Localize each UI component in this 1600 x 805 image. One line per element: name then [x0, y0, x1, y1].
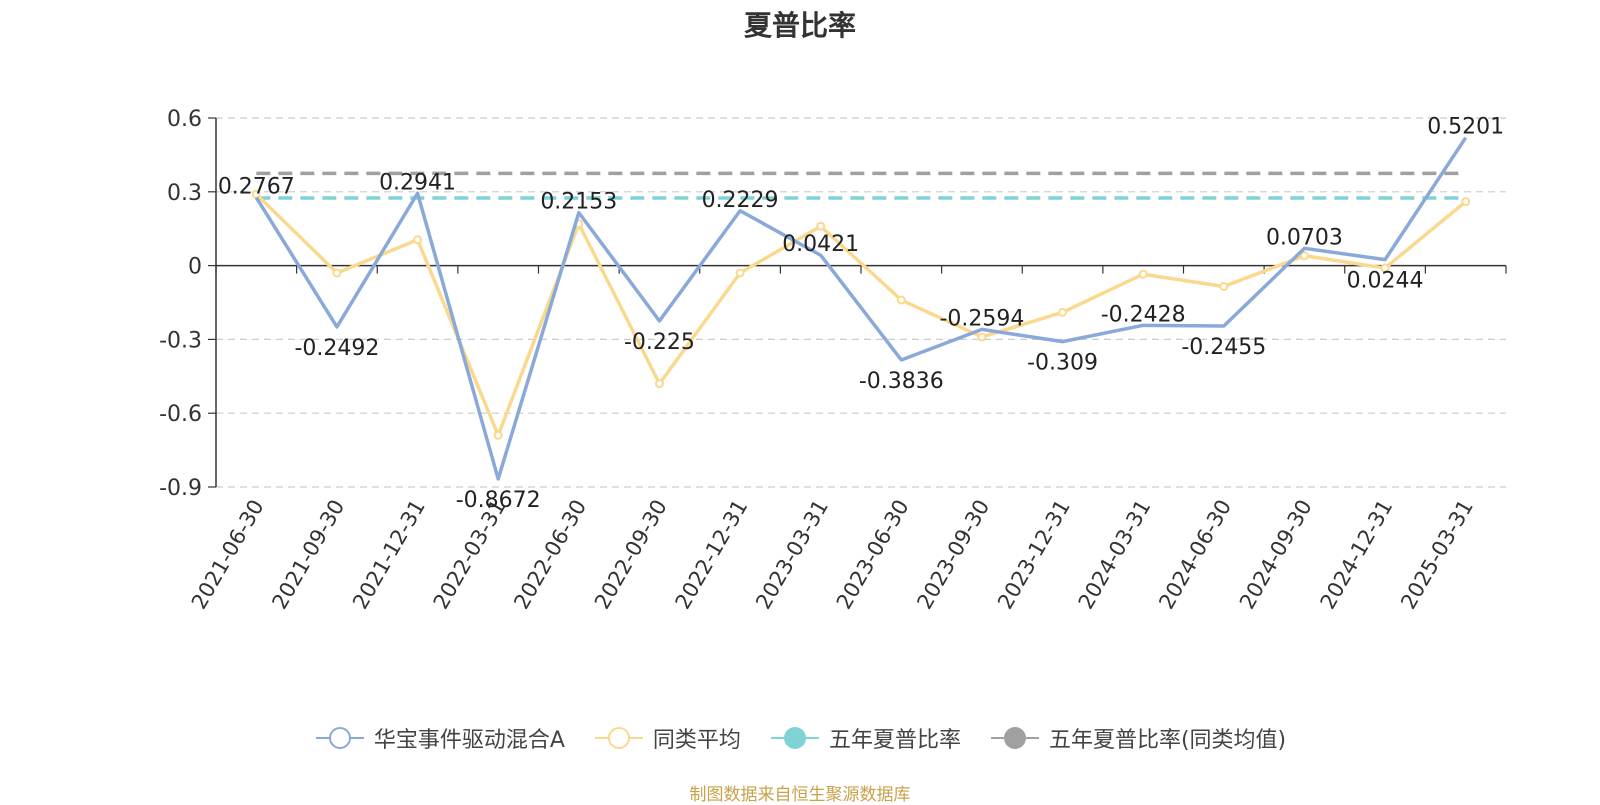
data-label: 0.0244 [1347, 269, 1424, 294]
data-label: 0.2229 [702, 188, 779, 213]
x-tick-label: 2021-09-30 [267, 496, 349, 614]
data-label: -0.309 [1027, 351, 1098, 376]
legend-item-five-year-sharpe-peer[interactable]: 五年夏普比率(同类均值) [989, 722, 1286, 754]
legend-item-fund[interactable]: 华宝事件驱动混合A [314, 722, 565, 754]
x-tick-label: 2024-03-31 [1074, 496, 1156, 614]
peer-average-point [1138, 269, 1148, 279]
data-label: 0.2941 [379, 170, 456, 195]
legend-label-fund: 华宝事件驱动混合A [373, 728, 565, 753]
legend-marker-fund [315, 727, 364, 749]
data-label: 0.2767 [218, 175, 295, 200]
y-tick-label: 0.3 [167, 181, 202, 206]
y-tick-label: -0.9 [159, 476, 202, 501]
y-tick-label: 0.6 [167, 107, 202, 132]
peer-average-point [1299, 251, 1309, 261]
peer-average-point [896, 295, 906, 305]
x-tick-label: 2022-09-30 [590, 496, 672, 614]
y-tick-label: -0.6 [159, 402, 202, 427]
x-tick-label: 2023-09-30 [912, 496, 994, 614]
x-tick-label: 2023-03-31 [751, 496, 833, 614]
legend-label-peer-average: 同类平均 [652, 728, 741, 753]
data-label: -0.2455 [1181, 335, 1266, 360]
x-tick-label: 2021-12-31 [348, 496, 430, 614]
legend-marker-five-year-sharpe [770, 727, 819, 749]
data-label: -0.2428 [1101, 302, 1186, 327]
data-label: -0.2594 [939, 306, 1024, 331]
data-label: -0.8672 [456, 488, 541, 513]
data-label: 0.5201 [1427, 115, 1504, 140]
x-tick-label: 2022-06-30 [509, 496, 591, 614]
peer-average-point [654, 379, 664, 389]
data-label: -0.2492 [294, 336, 379, 361]
x-tick-label: 2025-03-31 [1396, 496, 1478, 614]
chart-title: 夏普比率 [743, 9, 856, 42]
peer-average-point [1380, 263, 1390, 273]
legend-item-peer-average[interactable]: 同类平均 [593, 722, 741, 754]
data-label: -0.3836 [859, 369, 944, 394]
x-tick-label: 2024-12-31 [1316, 496, 1398, 614]
legend: 华宝事件驱动混合A 同类平均 五年夏普比率 五年夏普比率(同类均值) [0, 722, 1600, 754]
y-tick-label: -0.3 [159, 328, 202, 353]
data-label: 0.2153 [540, 190, 617, 215]
data-label: 0.0421 [782, 232, 859, 257]
legend-item-five-year-sharpe[interactable]: 五年夏普比率 [769, 722, 961, 754]
peer-average-point [1461, 197, 1471, 207]
source-note: 制图数据来自恒生聚源数据库 [689, 785, 911, 805]
x-tick-label: 2024-09-30 [1235, 496, 1317, 614]
legend-marker-peer-average [594, 727, 643, 749]
x-tick-label: 2023-06-30 [832, 496, 914, 614]
x-tick-label: 2021-06-30 [187, 496, 269, 614]
x-tick-label: 2022-12-31 [671, 496, 753, 614]
x-tick-label: 2024-06-30 [1154, 496, 1236, 614]
legend-label-five-year-sharpe-peer: 五年夏普比率(同类均值) [1048, 728, 1287, 753]
series-line-fund [254, 136, 1468, 481]
x-tick-label: 2022-03-31 [429, 496, 511, 614]
legend-marker-five-year-sharpe-peer [990, 727, 1039, 749]
x-tick-label: 2023-12-31 [993, 496, 1075, 614]
data-label: -0.225 [624, 330, 695, 355]
peer-average-point [735, 268, 745, 278]
peer-average-point [1058, 307, 1068, 317]
peer-average-point [332, 268, 342, 278]
peer-average-point [816, 221, 826, 231]
data-label: 0.0703 [1266, 225, 1343, 250]
peer-average-point [493, 430, 503, 440]
peer-average-point [1219, 282, 1229, 292]
peer-average-point [413, 235, 423, 245]
y-tick-label: 0 [188, 255, 202, 280]
legend-label-five-year-sharpe: 五年夏普比率 [828, 728, 961, 753]
peer-average-point [977, 332, 987, 342]
